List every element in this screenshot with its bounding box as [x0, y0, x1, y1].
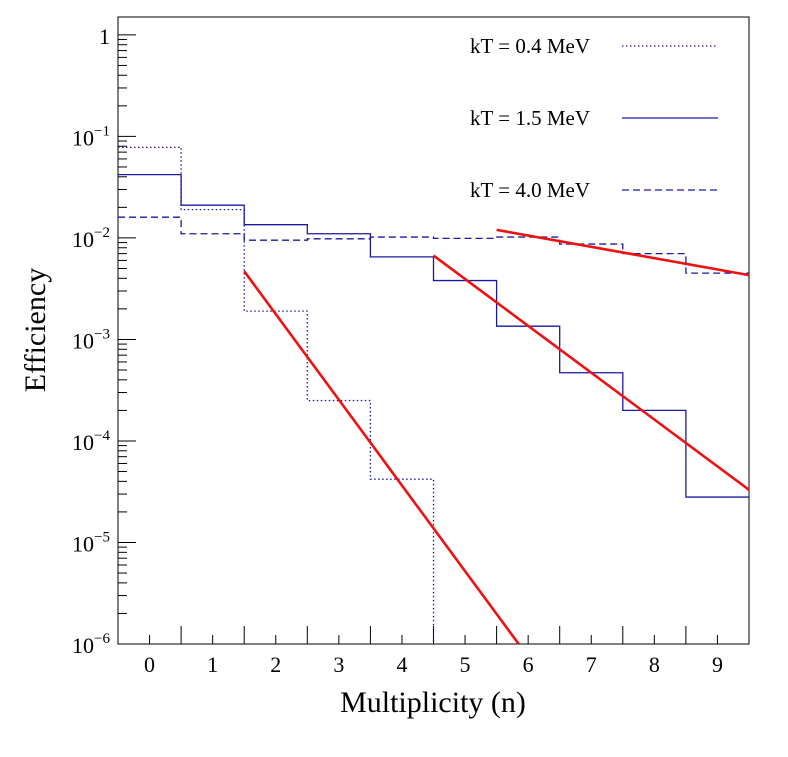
legend-label: kT = 4.0 MeV	[470, 178, 590, 202]
x-ticks: 0 1 2 3 4 5 6 7 8 9	[117, 626, 750, 677]
y-ticks: 1 10−1 10−2 10−3 10−4 10−5 10−6	[72, 24, 136, 658]
y-tick-label: 1	[99, 24, 110, 49]
series-solid-histogram	[118, 173, 749, 498]
x-tick-label: 2	[270, 652, 281, 677]
fit-line	[243, 270, 520, 645]
fit-line	[432, 254, 750, 491]
y-tick-label: 10−2	[72, 225, 110, 252]
y-tick-label: 10−1	[72, 123, 110, 150]
legend-label: kT = 0.4 MeV	[470, 34, 590, 58]
x-tick-label: 3	[333, 652, 344, 677]
x-tick-label: 9	[712, 652, 723, 677]
x-tick-label: 0	[144, 652, 155, 677]
y-tick-label: 10−5	[72, 529, 110, 556]
x-tick-label: 4	[396, 652, 407, 677]
series-layer	[118, 146, 749, 644]
y-tick-label: 10−6	[72, 631, 110, 658]
x-axis-label: Multiplicity (n)	[340, 686, 526, 719]
x-tick-label: 8	[649, 652, 660, 677]
legend: kT = 0.4 MeV kT = 1.5 MeV kT = 4.0 MeV	[470, 34, 718, 202]
y-tick-label: 10−3	[72, 326, 110, 353]
plot-frame	[117, 16, 750, 645]
fit-line	[496, 228, 750, 277]
fit-layer	[243, 228, 750, 645]
series-dotted-histogram	[118, 146, 435, 644]
x-tick-label: 1	[207, 652, 218, 677]
x-tick-label: 6	[523, 652, 534, 677]
series-dashed-histogram	[118, 216, 749, 274]
y-tick-label: 10−4	[72, 428, 110, 455]
x-tick-label: 7	[586, 652, 597, 677]
x-tick-label: 5	[460, 652, 471, 677]
legend-label: kT = 1.5 MeV	[470, 106, 590, 130]
y-axis-label: Efficiency	[19, 268, 52, 392]
